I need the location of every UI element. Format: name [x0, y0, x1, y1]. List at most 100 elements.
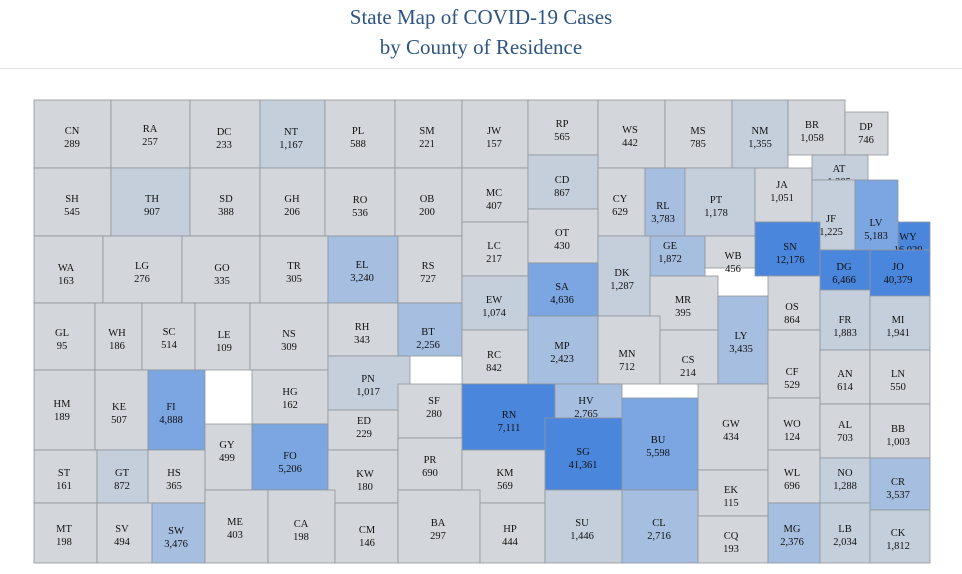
county-shape[interactable] — [110, 167, 191, 237]
county-ew[interactable]: EW 1,074 — [461, 275, 529, 331]
county-shape[interactable] — [787, 99, 846, 156]
county-shape[interactable] — [811, 154, 869, 181]
county-shape[interactable] — [141, 302, 196, 371]
county-bu[interactable]: BU 5,598 — [621, 397, 699, 491]
county-gw[interactable]: GW 434 — [697, 383, 769, 471]
county-os[interactable]: OS 864 — [767, 275, 821, 331]
county-cs[interactable]: CS 214 — [659, 329, 719, 385]
county-rh[interactable]: RH 343 — [327, 302, 399, 357]
county-cy[interactable]: CY 629 — [597, 167, 646, 237]
county-dg[interactable]: DG 6,466 — [819, 249, 871, 291]
county-no[interactable]: NO 1,288 — [819, 457, 871, 504]
county-fo[interactable]: FO 5,206 — [251, 423, 329, 491]
county-wl[interactable]: WL 696 — [767, 449, 821, 504]
county-shape[interactable] — [394, 99, 463, 169]
county-lb[interactable]: LB 2,034 — [819, 502, 871, 564]
county-shape[interactable] — [659, 329, 719, 385]
county-shape[interactable] — [397, 302, 463, 357]
county-kw[interactable]: KW 180 — [327, 449, 399, 504]
county-cl[interactable]: CL 2,716 — [621, 489, 699, 564]
county-shape[interactable] — [869, 349, 931, 405]
county-shape[interactable] — [194, 302, 251, 371]
county-jw[interactable]: JW 157 — [461, 99, 529, 169]
county-le[interactable]: LE 109 — [194, 302, 251, 371]
county-ja[interactable]: JA 1,051 — [754, 167, 813, 223]
county-shape[interactable] — [767, 329, 821, 399]
county-st[interactable]: ST 161 — [33, 449, 98, 504]
county-shape[interactable] — [96, 449, 149, 504]
county-wa[interactable]: WA 163 — [33, 235, 104, 304]
county-shape[interactable] — [684, 167, 756, 237]
county-hs[interactable]: HS 365 — [147, 449, 206, 504]
county-shape[interactable] — [461, 221, 529, 277]
county-shape[interactable] — [151, 502, 206, 564]
county-mp[interactable]: MP 2,423 — [527, 315, 599, 385]
county-dc[interactable]: DC 233 — [189, 99, 261, 169]
county-shape[interactable] — [461, 167, 529, 223]
county-ln[interactable]: LN 550 — [869, 349, 931, 405]
county-shape[interactable] — [33, 167, 112, 237]
county-shape[interactable] — [181, 235, 261, 304]
county-wh[interactable]: WH 186 — [94, 302, 143, 371]
county-shape[interactable] — [767, 449, 821, 504]
county-shape[interactable] — [819, 289, 871, 351]
county-ms[interactable]: MS 785 — [664, 99, 733, 169]
county-shape[interactable] — [697, 469, 769, 517]
county-shape[interactable] — [897, 221, 931, 251]
county-mt[interactable]: MT 198 — [33, 502, 98, 564]
county-shape[interactable] — [327, 302, 399, 357]
county-shape[interactable] — [251, 369, 329, 425]
county-pr[interactable]: PR 690 — [397, 437, 463, 491]
county-sa[interactable]: SA 4,636 — [527, 262, 599, 317]
county-gh[interactable]: GH 206 — [259, 167, 326, 237]
county-shape[interactable] — [397, 489, 481, 564]
county-shape[interactable] — [819, 403, 871, 459]
county-shape[interactable] — [479, 502, 546, 564]
county-mn[interactable]: MN 712 — [597, 315, 661, 385]
county-shape[interactable] — [397, 235, 463, 304]
county-shape[interactable] — [324, 167, 396, 237]
county-bt[interactable]: BT 2,256 — [397, 302, 463, 357]
county-shape[interactable] — [189, 99, 261, 169]
county-shape[interactable] — [554, 383, 623, 419]
county-sh[interactable]: SH 545 — [33, 167, 112, 237]
county-ro[interactable]: RO 536 — [324, 167, 396, 237]
county-el[interactable]: EL 3,240 — [327, 235, 399, 304]
county-fr[interactable]: FR 1,883 — [819, 289, 871, 351]
county-lg[interactable]: LG 276 — [102, 235, 183, 304]
county-an[interactable]: AN 614 — [819, 349, 871, 405]
county-al[interactable]: AL 703 — [819, 403, 871, 459]
county-shape[interactable] — [102, 235, 183, 304]
county-shape[interactable] — [854, 179, 899, 251]
county-rn[interactable]: RN 7,111 — [461, 383, 556, 451]
county-shape[interactable] — [544, 417, 623, 491]
county-shape[interactable] — [33, 369, 96, 451]
county-th[interactable]: TH 907 — [110, 167, 191, 237]
county-shape[interactable] — [819, 349, 871, 405]
county-jo[interactable]: JO 40,379 — [869, 249, 931, 297]
county-sw[interactable]: SW 3,476 — [151, 502, 206, 564]
county-ba[interactable]: BA 297 — [397, 489, 481, 564]
county-gt[interactable]: GT 872 — [96, 449, 149, 504]
county-shape[interactable] — [844, 111, 889, 156]
county-ek[interactable]: EK 115 — [697, 469, 769, 517]
county-dk[interactable]: DK 1,287 — [597, 235, 651, 317]
county-shape[interactable] — [110, 99, 191, 169]
county-shape[interactable] — [869, 249, 931, 297]
county-me[interactable]: ME 403 — [204, 489, 269, 564]
county-sd[interactable]: SD 388 — [189, 167, 261, 237]
county-ws[interactable]: WS 442 — [597, 99, 666, 169]
county-lv[interactable]: LV 5,183 — [854, 179, 899, 251]
county-shape[interactable] — [644, 167, 686, 237]
county-ed[interactable]: ED 229 — [327, 409, 399, 451]
county-shape[interactable] — [731, 99, 789, 169]
county-sf[interactable]: SF 280 — [397, 383, 463, 439]
county-shape[interactable] — [527, 154, 599, 210]
county-sg[interactable]: SG 41,361 — [544, 417, 623, 491]
county-shape[interactable] — [527, 208, 599, 264]
county-shape[interactable] — [869, 403, 931, 459]
county-ot[interactable]: OT 430 — [527, 208, 599, 264]
county-shape[interactable] — [327, 235, 399, 304]
county-fi[interactable]: FI 4,888 — [147, 369, 206, 451]
county-sv[interactable]: SV 494 — [96, 502, 153, 564]
